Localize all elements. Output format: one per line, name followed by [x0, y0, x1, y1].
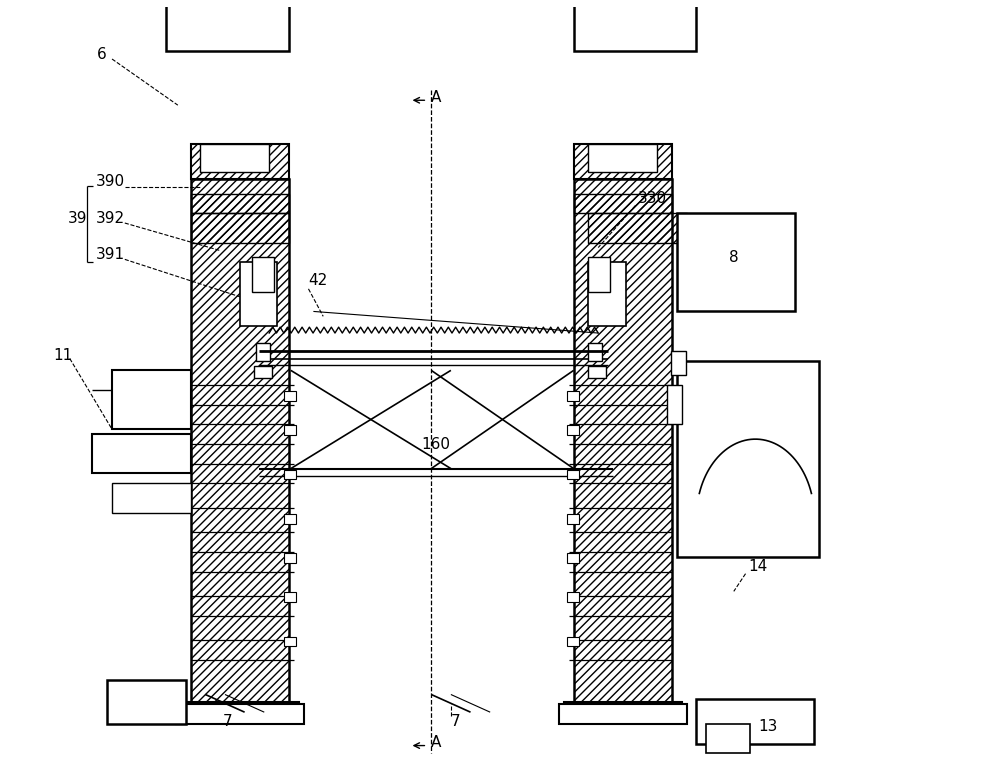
Bar: [574, 194, 672, 213]
Bar: [574, 194, 672, 213]
Text: 390: 390: [95, 174, 124, 189]
Bar: [191, 213, 289, 243]
Bar: [588, 213, 687, 243]
Bar: [284, 469, 296, 480]
Bar: [191, 213, 289, 243]
Text: A: A: [431, 735, 442, 750]
Bar: [588, 262, 626, 326]
Bar: [92, 434, 191, 473]
Bar: [112, 483, 191, 513]
Text: 330: 330: [638, 191, 667, 206]
Bar: [667, 385, 682, 424]
Text: 42: 42: [308, 273, 328, 287]
Bar: [574, 179, 672, 704]
Bar: [696, 700, 814, 744]
Text: 11: 11: [53, 348, 72, 363]
Bar: [588, 343, 602, 361]
Bar: [191, 179, 289, 704]
Text: 7: 7: [451, 715, 461, 729]
Bar: [107, 679, 186, 724]
Bar: [574, 144, 672, 179]
Bar: [567, 553, 579, 563]
Bar: [677, 213, 795, 312]
Text: 6: 6: [97, 47, 107, 62]
Bar: [252, 258, 274, 292]
Bar: [671, 351, 686, 376]
Bar: [284, 592, 296, 602]
Bar: [181, 702, 299, 714]
Bar: [567, 391, 579, 401]
Bar: [567, 469, 579, 480]
Bar: [284, 426, 296, 435]
Bar: [567, 426, 579, 435]
Bar: [254, 366, 272, 378]
Bar: [191, 179, 289, 704]
Bar: [191, 144, 289, 179]
Bar: [574, 0, 696, 51]
Bar: [166, 0, 289, 51]
Text: 7: 7: [223, 715, 233, 729]
Bar: [706, 724, 750, 754]
Bar: [284, 391, 296, 401]
Bar: [588, 213, 687, 243]
Bar: [191, 194, 289, 213]
Text: 8: 8: [729, 250, 738, 265]
Text: 14: 14: [749, 559, 768, 574]
Bar: [564, 702, 682, 714]
Text: 391: 391: [95, 247, 124, 262]
Text: 39: 39: [68, 211, 87, 226]
Text: A: A: [431, 90, 442, 105]
Bar: [588, 144, 657, 172]
Bar: [567, 592, 579, 602]
Bar: [191, 144, 289, 179]
Bar: [284, 514, 296, 523]
Text: 392: 392: [95, 211, 124, 226]
Bar: [588, 258, 610, 292]
Text: 160: 160: [421, 437, 450, 451]
Bar: [574, 179, 672, 704]
Bar: [567, 514, 579, 523]
Bar: [677, 361, 819, 557]
Bar: [559, 704, 687, 724]
Bar: [574, 144, 672, 179]
Bar: [200, 144, 269, 172]
Bar: [567, 637, 579, 647]
Text: 13: 13: [758, 719, 778, 734]
Bar: [284, 637, 296, 647]
Bar: [256, 343, 270, 361]
Bar: [191, 194, 289, 213]
Bar: [240, 262, 277, 326]
Bar: [176, 704, 304, 724]
Bar: [284, 553, 296, 563]
Bar: [588, 366, 606, 378]
Bar: [112, 370, 191, 430]
